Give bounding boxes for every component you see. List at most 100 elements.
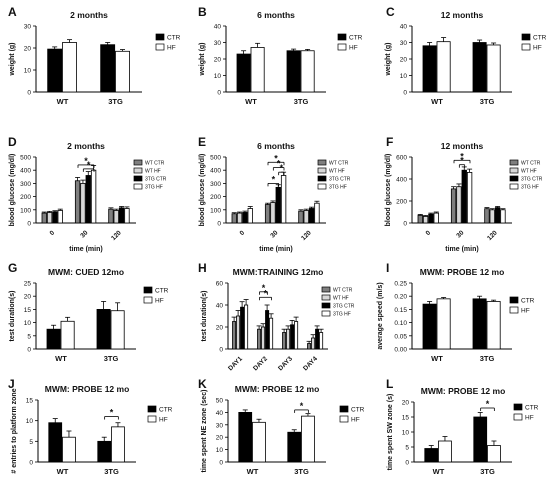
- bar: [461, 169, 467, 224]
- legend-label: WT HF: [329, 169, 345, 175]
- bar: [500, 209, 506, 224]
- legend-label: 3TG CTR: [521, 177, 543, 183]
- legend: WT CTR WT HF 3TG CTR 3TG HF: [321, 286, 355, 318]
- y-tick-label: 5: [405, 445, 409, 452]
- bar: [436, 41, 451, 93]
- y-tick-label: 5: [27, 333, 31, 340]
- significance-star: *: [460, 156, 464, 166]
- y-tick-label: 200: [396, 199, 407, 206]
- x-tick-label: DAY2: [252, 355, 269, 372]
- legend: CTR HF: [521, 33, 547, 52]
- bar: [438, 440, 452, 463]
- y-tick-label: 100: [20, 207, 31, 214]
- panel-letter: H: [198, 261, 207, 275]
- y-axis-label: blood glucose (mg/dl): [9, 154, 16, 227]
- panel-g: G MWM: CUED 12mo 0 5 10 15 20 25 test duration(s…: [8, 261, 169, 363]
- x-tick-label: 3TG: [480, 354, 495, 363]
- x-axis-label: time (min): [445, 246, 478, 253]
- panel-letter: J: [8, 377, 15, 391]
- y-tick-label: 0: [27, 347, 31, 354]
- legend-label: CTR: [521, 298, 535, 305]
- legend-label: CTR: [159, 407, 173, 414]
- x-tick-label: 3TG: [480, 467, 495, 476]
- legend-label: HF: [155, 298, 164, 305]
- bar: [311, 337, 316, 350]
- bar: [422, 303, 437, 350]
- bar: [111, 426, 125, 463]
- y-tick-label: 0.25: [394, 281, 407, 288]
- legend-swatch: [155, 33, 165, 41]
- x-tick-label: 3TG: [294, 97, 309, 106]
- legend-swatch: [155, 43, 165, 51]
- bar: [108, 208, 114, 224]
- x-tick-label: 3TG: [480, 97, 495, 106]
- legend: CTR HF: [155, 33, 181, 52]
- bar: [494, 207, 501, 224]
- legend-label: HF: [521, 308, 530, 315]
- x-tick-label: 3TG: [104, 467, 119, 476]
- legend-label: CTR: [349, 35, 363, 42]
- bar: [428, 213, 434, 224]
- y-tick-label: 50: [216, 398, 224, 405]
- legend-swatch: [317, 159, 327, 166]
- y-tick-label: 400: [396, 177, 407, 184]
- chart-title: MWM: PROBE 12 mo: [420, 267, 505, 277]
- y-tick-label: 500: [210, 155, 221, 162]
- bar: [270, 202, 276, 224]
- chart-title: 6 months: [257, 141, 295, 151]
- bar: [97, 440, 112, 463]
- panel-letter: E: [198, 135, 206, 149]
- bar: [422, 45, 437, 93]
- bar: [231, 213, 237, 224]
- y-tick-label: 15: [26, 398, 34, 405]
- legend-label: CTR: [525, 405, 539, 412]
- bar: [319, 332, 324, 350]
- bar: [307, 343, 312, 350]
- legend-label: 3TG HF: [145, 185, 163, 191]
- panel-letter: L: [386, 377, 393, 391]
- y-tick-label: 0: [27, 221, 31, 228]
- y-tick-label: 20: [24, 294, 32, 301]
- bar: [41, 212, 47, 224]
- bar: [247, 208, 253, 224]
- bar: [298, 210, 304, 224]
- legend-label: WT HF: [521, 169, 537, 175]
- panel-letter: K: [198, 377, 207, 391]
- x-tick-label: WT: [247, 467, 259, 476]
- panel-letter: C: [386, 5, 395, 19]
- bar: [456, 186, 462, 224]
- bar: [96, 308, 111, 350]
- legend-swatch: [143, 286, 153, 294]
- legend-label: CTR: [533, 35, 547, 42]
- bar: [115, 50, 130, 93]
- panel-letter: I: [386, 261, 389, 275]
- x-tick-label: DAY1: [227, 355, 244, 372]
- significance-star: *: [274, 153, 278, 163]
- significance-star: *: [264, 288, 268, 298]
- bar: [242, 212, 248, 224]
- legend-label: WT HF: [333, 296, 349, 302]
- bar: [282, 332, 287, 350]
- bar: [236, 212, 243, 224]
- bar: [303, 210, 309, 224]
- x-tick-label: 0: [49, 229, 57, 237]
- y-tick-label: 0.20: [394, 294, 407, 301]
- y-tick-label: 0: [405, 460, 409, 467]
- bar: [450, 188, 457, 224]
- legend-swatch: [317, 167, 327, 174]
- bar: [48, 422, 63, 463]
- x-tick-label: WT: [55, 354, 67, 363]
- legend-swatch: [509, 175, 519, 182]
- legend-swatch: [133, 183, 143, 190]
- legend-label: HF: [167, 45, 176, 52]
- y-tick-label: 0: [27, 90, 31, 97]
- panel-h: H MWM:TRAINING 12mo 0 20 40 60 test duration(s…: [198, 261, 355, 372]
- significance-star: *: [84, 156, 88, 166]
- legend-label: 3TG HF: [329, 185, 347, 191]
- y-axis-label: blood glucose (mg/dl): [199, 154, 206, 227]
- y-axis-label: blood glucose (mg/dl): [385, 154, 392, 227]
- x-tick-label: WT: [431, 354, 443, 363]
- bar: [52, 211, 58, 224]
